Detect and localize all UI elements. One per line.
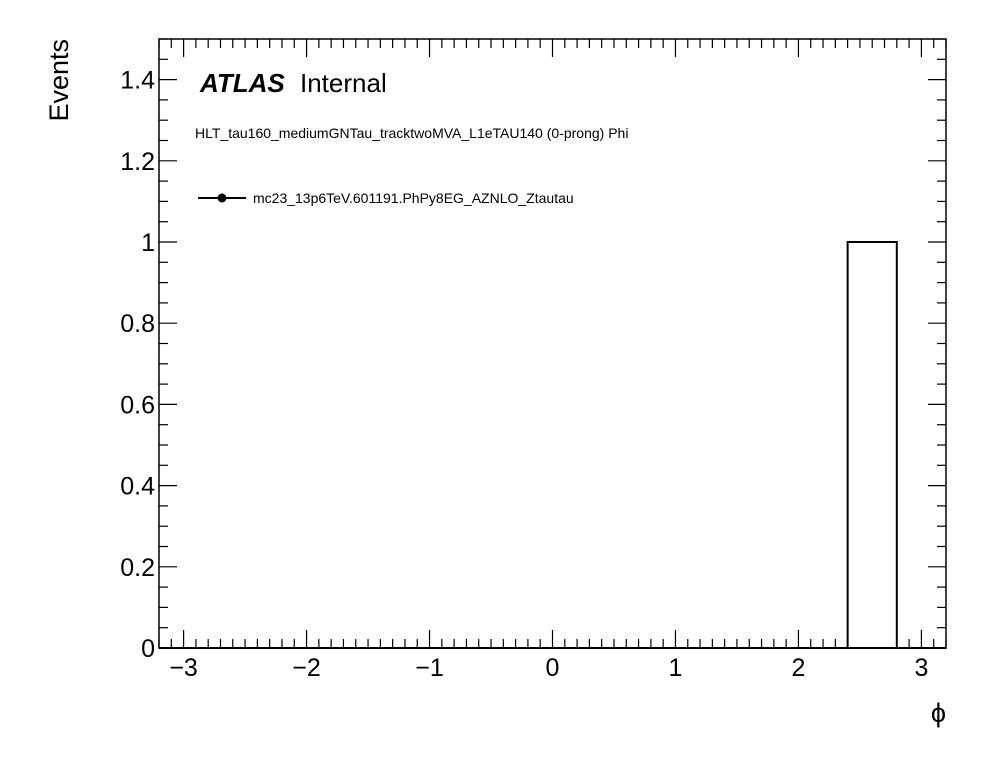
x-tick-label: 1 xyxy=(669,654,683,682)
x-tick-label: 2 xyxy=(791,654,805,682)
legend: mc23_13p6TeV.601191.PhPy8EG_AZNLO_Ztauta… xyxy=(198,190,574,206)
y-tick-label: 0.4 xyxy=(120,473,155,501)
x-axis-title: ϕ xyxy=(931,698,946,728)
x-tick-label: −3 xyxy=(169,654,198,682)
y-tick-label: 0.6 xyxy=(120,391,155,419)
y-tick-label: 1.2 xyxy=(120,148,155,176)
internal-label: Internal xyxy=(300,68,387,98)
atlas-label: ATLAS xyxy=(199,68,285,98)
legend-marker xyxy=(217,193,227,203)
selection-label: HLT_tau160_mediumGNTau_tracktwoMVA_L1eTA… xyxy=(195,125,628,141)
x-tick-label: 0 xyxy=(546,654,560,682)
y-tick-label: 0.8 xyxy=(120,310,155,338)
legend-label: mc23_13p6TeV.601191.PhPy8EG_AZNLO_Ztauta… xyxy=(253,190,574,206)
x-tick-label: −1 xyxy=(415,654,444,682)
histogram-bar xyxy=(846,241,898,649)
y-tick-label: 1.4 xyxy=(120,67,155,95)
y-tick-labels: 0 0.2 0.4 0.6 0.8 1 1.2 1.4 xyxy=(120,67,155,663)
y-tick-label: 1 xyxy=(141,229,155,257)
x-tick-labels: −3 −2 −1 0 1 2 3 xyxy=(169,654,928,682)
x-tick-label: −2 xyxy=(292,654,321,682)
y-axis-title: Events xyxy=(44,39,74,122)
y-tick-label: 0.2 xyxy=(120,554,155,582)
histogram-bars xyxy=(159,241,946,649)
x-tick-label: 3 xyxy=(914,654,928,682)
y-tick-label: 0 xyxy=(141,635,155,663)
